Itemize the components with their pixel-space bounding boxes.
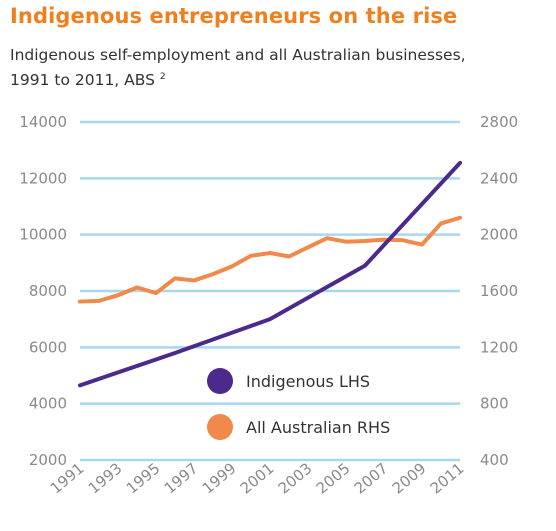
chart-title: Indigenous entrepreneurs on the rise bbox=[10, 4, 458, 28]
left-tick-label: 14000 bbox=[19, 113, 67, 131]
right-tick-label: 2000 bbox=[480, 226, 518, 244]
x-tick-label: 2005 bbox=[313, 459, 354, 497]
chart-subtitle: Indigenous self-employment and all Austr… bbox=[10, 43, 550, 93]
left-tick-label: 4000 bbox=[29, 395, 67, 413]
right-tick-label: 400 bbox=[480, 451, 509, 469]
x-tick-label: 2011 bbox=[427, 459, 468, 497]
x-tick-label: 1999 bbox=[199, 459, 240, 497]
x-tick-label: 2009 bbox=[389, 459, 430, 497]
right-tick-label: 1600 bbox=[480, 282, 518, 300]
subtitle-line-2: 1991 to 2011, ABS bbox=[10, 71, 155, 89]
left-tick-label: 6000 bbox=[29, 338, 67, 356]
x-tick-label: 2007 bbox=[351, 459, 392, 497]
all-australian-data-point bbox=[268, 251, 272, 255]
all-australian-data-point bbox=[458, 216, 462, 220]
footnote-marker: 2 bbox=[159, 71, 166, 82]
all-australian-data-point bbox=[97, 299, 101, 303]
right-tick-label: 1200 bbox=[480, 338, 518, 356]
right-axis-ticks: 400 800 1200 1600 2000 2400 2800 bbox=[480, 113, 518, 469]
all-australian-data-point bbox=[154, 291, 158, 295]
all-australian-data-point bbox=[344, 240, 348, 244]
x-tick-label: 1997 bbox=[161, 459, 202, 497]
left-tick-label: 10000 bbox=[19, 226, 67, 244]
x-tick-label: 2001 bbox=[237, 459, 278, 497]
right-tick-label: 2400 bbox=[480, 169, 518, 187]
all-australian-data-point bbox=[287, 254, 291, 259]
legend-label-indigenous: Indigenous LHS bbox=[246, 372, 370, 391]
all-australian-data-point bbox=[135, 285, 139, 290]
x-axis-ticks: 1991199319951997199920012003200520072009… bbox=[47, 459, 468, 497]
all-australian-data-point bbox=[382, 237, 386, 242]
gridlines bbox=[80, 120, 460, 462]
indigenous-series-line bbox=[78, 160, 462, 388]
legend-label-all-australian: All Australian RHS bbox=[246, 418, 390, 437]
legend-marker-all-australian bbox=[207, 414, 233, 440]
all-australian-data-point bbox=[249, 254, 253, 258]
right-tick-label: 2800 bbox=[480, 113, 518, 131]
indigenous-data-point bbox=[268, 317, 272, 321]
indigenous-data-point bbox=[173, 351, 177, 355]
all-australian-data-point bbox=[401, 238, 405, 242]
left-tick-label: 2000 bbox=[29, 451, 67, 469]
indigenous-data-point bbox=[363, 264, 367, 268]
x-tick-label: 2003 bbox=[275, 459, 316, 497]
series-lines bbox=[78, 160, 462, 388]
all-australian-data-point bbox=[325, 236, 329, 240]
indigenous-data-point bbox=[78, 383, 82, 387]
all-australian-data-point bbox=[363, 239, 367, 243]
all-australian-data-point bbox=[306, 245, 310, 249]
legend-marker-indigenous bbox=[207, 368, 233, 394]
all-australian-data-point bbox=[420, 242, 424, 247]
all-australian-data-point bbox=[116, 293, 120, 297]
indigenous-data-point bbox=[458, 161, 462, 165]
all-australian-data-point bbox=[211, 272, 215, 276]
legend: Indigenous LHS All Australian RHS bbox=[207, 368, 390, 440]
all-australian-data-point bbox=[78, 299, 82, 304]
right-tick-label: 800 bbox=[480, 395, 509, 413]
all-australian-data-point bbox=[192, 278, 196, 283]
left-tick-label: 8000 bbox=[29, 282, 67, 300]
x-tick-label: 1993 bbox=[85, 459, 126, 497]
all-australian-data-point bbox=[173, 276, 177, 280]
all-australian-data-point bbox=[230, 264, 234, 268]
x-tick-label: 1995 bbox=[123, 459, 164, 497]
left-axis-ticks: 2000 4000 6000 8000 10000 12000 14000 bbox=[19, 113, 67, 469]
left-tick-label: 12000 bbox=[19, 169, 67, 187]
all-australian-data-point bbox=[439, 221, 443, 225]
subtitle-line-1: Indigenous self-employment and all Austr… bbox=[10, 46, 466, 64]
